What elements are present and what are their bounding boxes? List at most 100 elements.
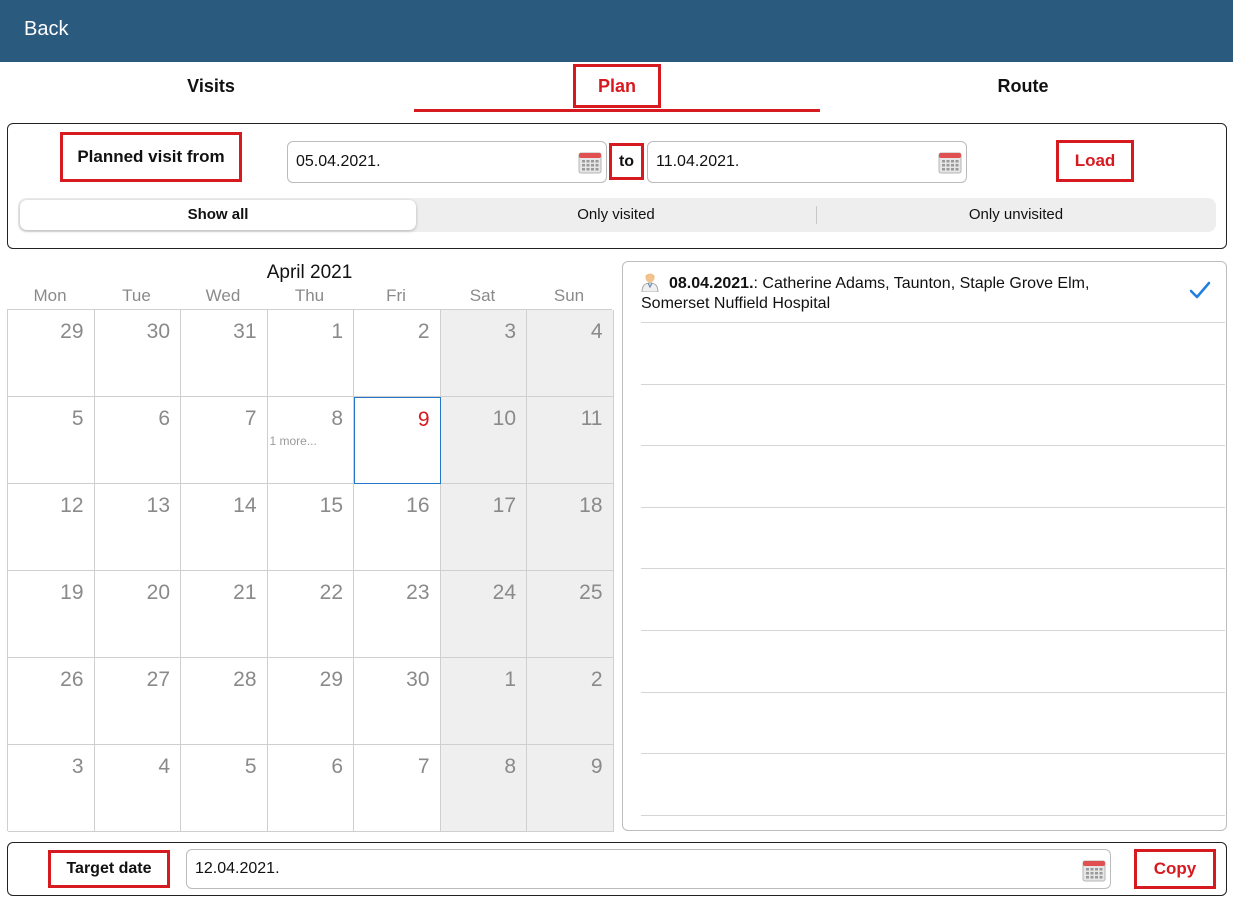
calendar-day-cell[interactable]: 8 — [440, 745, 527, 832]
calendar-day-cell[interactable]: 1 — [440, 658, 527, 745]
empty-list-row — [641, 446, 1225, 508]
day-number: 3 — [504, 320, 516, 343]
day-number: 8 — [504, 755, 516, 778]
calendar-day-cell[interactable]: 9 — [354, 397, 441, 484]
segment-show-all[interactable]: Show all — [20, 200, 416, 230]
day-number: 19 — [60, 581, 84, 604]
weekday-label: Sat — [469, 286, 496, 305]
weekday-label: Fri — [386, 286, 406, 305]
calendar-day-cell[interactable]: 31 — [181, 310, 268, 397]
calendar-day-cell[interactable]: 17 — [440, 484, 527, 571]
day-number: 26 — [60, 668, 84, 691]
calendar-day-cell[interactable]: 19 — [8, 571, 95, 658]
load-button[interactable]: Load — [1056, 140, 1134, 182]
calendar-day-cell[interactable]: 5 — [8, 397, 95, 484]
calendar-day-cell[interactable]: 20 — [94, 571, 181, 658]
empty-list-row — [641, 385, 1225, 447]
calendar-day-cell[interactable]: 21 — [181, 571, 268, 658]
calendar-day-cell[interactable]: 27 — [94, 658, 181, 745]
more-events-label[interactable]: 1 more... — [269, 434, 317, 448]
day-number: 14 — [233, 494, 257, 517]
calendar-day-cell[interactable]: 26 — [8, 658, 95, 745]
day-number: 10 — [492, 407, 516, 430]
empty-list-row — [641, 508, 1225, 570]
weekday-header: Mon Tue Wed Thu Fri Sat Sun — [7, 286, 612, 308]
day-number: 29 — [60, 320, 84, 343]
check-icon — [1189, 281, 1211, 299]
day-number: 24 — [492, 581, 516, 604]
calendar-day-cell[interactable]: 16 — [354, 484, 441, 571]
weekday-label: Tue — [122, 286, 151, 305]
calendar-day-cell[interactable]: 8 1 more... — [267, 397, 354, 484]
calendar-day-cell[interactable]: 13 — [94, 484, 181, 571]
calendar-day-cell[interactable]: 6 — [94, 397, 181, 484]
target-date-field[interactable]: 12.04.2021. — [186, 849, 1111, 889]
calendar-day-cell[interactable]: 7 — [354, 745, 441, 832]
calendar-day-cell[interactable]: 3 — [8, 745, 95, 832]
day-number: 2 — [417, 320, 430, 343]
calendar-day-cell[interactable]: 5 — [181, 745, 268, 832]
calendar-day-cell[interactable]: 11 — [527, 397, 614, 484]
calendar-day-cell[interactable]: 2 — [354, 310, 441, 397]
from-date-field[interactable]: 05.04.2021. — [287, 141, 607, 183]
month-calendar: April 2021 Mon Tue Wed Thu Fri Sat Sun 29 30 31 1… — [7, 258, 614, 832]
tab-plan[interactable]: Plan — [414, 62, 820, 112]
day-number: 29 — [319, 668, 343, 691]
day-number: 5 — [244, 755, 257, 778]
segment-only-unvisited[interactable]: Only unvisited — [968, 206, 1064, 223]
calendar-day-cell[interactable]: 9 — [527, 745, 614, 832]
calendar-day-cell[interactable]: 18 — [527, 484, 614, 571]
month-title: April 2021 — [266, 262, 353, 283]
target-date-value: 12.04.2021. — [195, 860, 280, 877]
day-number: 15 — [319, 494, 343, 517]
calendar-day-cell[interactable]: 24 — [440, 571, 527, 658]
day-number: 25 — [579, 581, 603, 604]
date-range-filter: Planned visit from 05.04.2021. to 11.04.… — [7, 123, 1227, 249]
calendar-day-cell[interactable]: 30 — [354, 658, 441, 745]
calendar-day-cell[interactable]: 14 — [181, 484, 268, 571]
calendar-icon[interactable] — [578, 150, 602, 174]
tab-visits[interactable]: Visits — [187, 76, 235, 96]
tab-route[interactable]: Route — [997, 76, 1049, 96]
calendar-day-cell[interactable]: 12 — [8, 484, 95, 571]
calendar-day-cell[interactable]: 29 — [8, 310, 95, 397]
empty-list-row — [641, 754, 1225, 816]
calendar-day-cell[interactable]: 2 — [527, 658, 614, 745]
calendar-day-cell[interactable]: 4 — [94, 745, 181, 832]
calendar-day-cell[interactable]: 15 — [267, 484, 354, 571]
day-number: 17 — [492, 494, 516, 517]
calendar-icon[interactable] — [1082, 858, 1106, 882]
calendar-icon[interactable] — [938, 150, 962, 174]
copy-button[interactable]: Copy — [1134, 849, 1216, 889]
calendar-day-cell[interactable]: 25 — [527, 571, 614, 658]
day-number: 23 — [406, 581, 430, 604]
day-number: 4 — [158, 755, 170, 778]
day-number: 30 — [406, 668, 430, 691]
day-number: 6 — [158, 407, 170, 430]
segment-only-visited[interactable]: Only visited — [577, 206, 655, 223]
empty-list-row — [641, 693, 1225, 755]
empty-list-row — [641, 569, 1225, 631]
day-number: 7 — [417, 755, 430, 778]
back-button[interactable]: Back — [24, 18, 69, 40]
calendar-day-cell[interactable]: 1 — [267, 310, 354, 397]
calendar-day-cell[interactable]: 28 — [181, 658, 268, 745]
calendar-day-cell[interactable]: 3 — [440, 310, 527, 397]
calendar-day-cell[interactable]: 6 — [267, 745, 354, 832]
planned-visit-label: Planned visit from — [60, 132, 242, 182]
day-number: 30 — [146, 320, 170, 343]
visit-list-item[interactable]: 08.04.2021.: Catherine Adams, Taunton, S… — [641, 262, 1225, 323]
calendar-day-cell[interactable]: 4 — [527, 310, 614, 397]
to-label: to — [609, 143, 644, 180]
calendar-grid: 29 30 31 1 2 3 4 5 6 7 8 1 more... 9 10 11 12 13 14 15 16 17… — [7, 309, 614, 832]
calendar-day-cell[interactable]: 23 — [354, 571, 441, 658]
calendar-day-cell[interactable]: 22 — [267, 571, 354, 658]
day-number: 4 — [590, 320, 603, 343]
weekday-label: Mon — [33, 286, 67, 305]
to-date-field[interactable]: 11.04.2021. — [647, 141, 967, 183]
empty-list-row — [641, 631, 1225, 693]
calendar-day-cell[interactable]: 30 — [94, 310, 181, 397]
calendar-day-cell[interactable]: 7 — [181, 397, 268, 484]
calendar-day-cell[interactable]: 29 — [267, 658, 354, 745]
calendar-day-cell[interactable]: 10 — [440, 397, 527, 484]
